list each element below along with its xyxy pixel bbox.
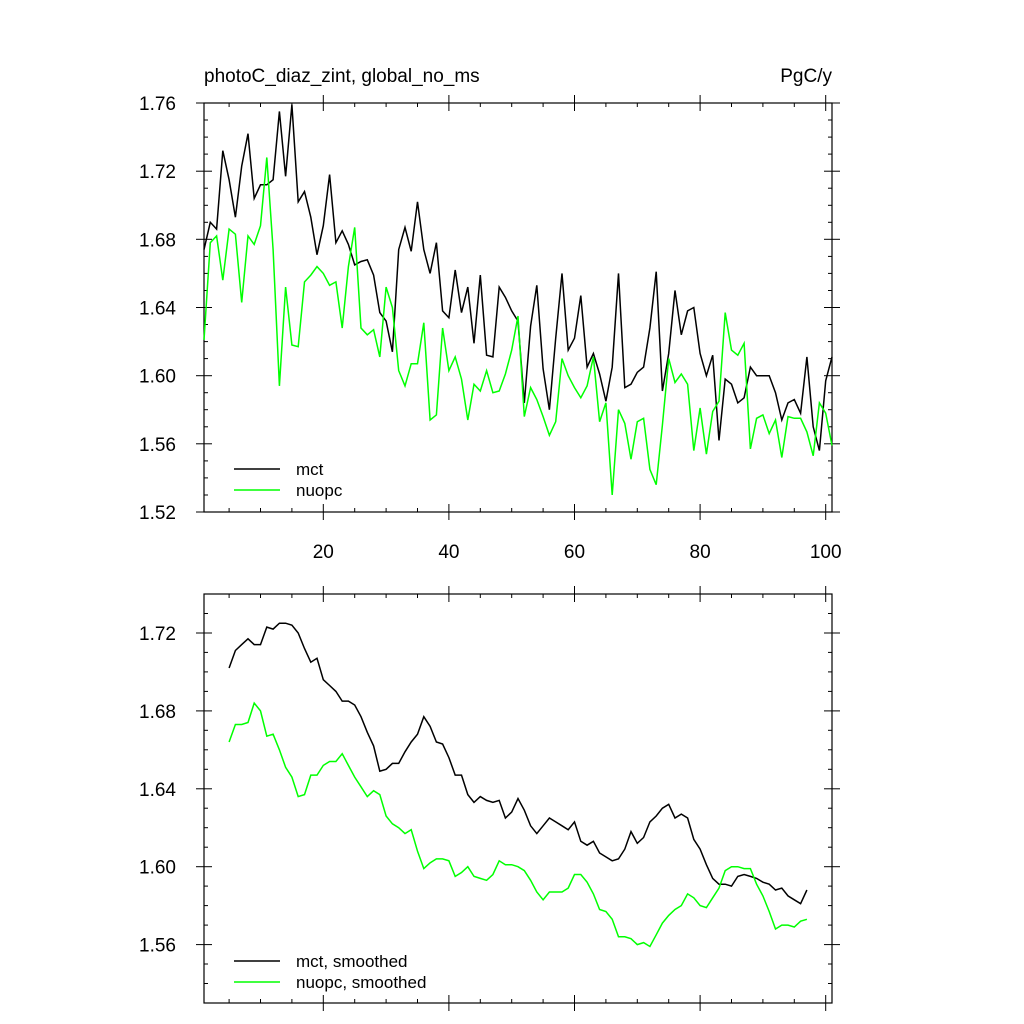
x-tick-label: 60 <box>564 542 585 563</box>
top-panel-series <box>203 104 833 496</box>
bottom-panel-series <box>228 622 808 948</box>
bottom-panel: 1.56 1.60 1.64 1.68 1.72 mct, smoothed nuopc… <box>139 586 840 1011</box>
series-line-mct <box>203 104 833 451</box>
top-panel-legend: mct nuopc <box>234 460 343 500</box>
y-tick-label: 1.72 <box>139 162 176 183</box>
y-tick-label: 1.52 <box>139 503 176 524</box>
top-panel-title: photoC_diaz_zint, global_no_ms <box>204 66 480 87</box>
top-plot-frame <box>203 102 833 513</box>
x-tick-label: 100 <box>810 542 842 563</box>
bottom-plot-frame <box>203 593 833 1004</box>
x-tick-label: 20 <box>313 542 334 563</box>
series-line-nuopc-smoothed <box>228 701 808 948</box>
bottom-panel-legend: mct, smoothed nuopc, smoothed <box>234 952 426 992</box>
series-line-nuopc <box>203 157 833 496</box>
y-tick-label: 1.60 <box>139 367 176 388</box>
y-tick-label: 1.72 <box>139 624 176 645</box>
top-panel-units: PgC/y <box>780 66 832 87</box>
top-panel: photoC_diaz_zint, global_no_ms PgC/y 20 4… <box>139 66 842 563</box>
y-tick-label: 1.76 <box>139 94 176 115</box>
y-tick-label: 1.68 <box>139 702 176 723</box>
legend-label-nuopc-smoothed: nuopc, smoothed <box>296 973 426 992</box>
x-tick-label: 40 <box>438 542 459 563</box>
y-tick-label: 1.60 <box>139 858 176 879</box>
top-panel-ticks: 20 40 60 80 100 1.52 1.56 1.60 1.64 1.68 1.72 1.76 <box>139 94 842 563</box>
y-tick-label: 1.68 <box>139 230 176 251</box>
legend-label-mct-smoothed: mct, smoothed <box>296 952 408 971</box>
y-tick-label: 1.64 <box>139 299 176 320</box>
y-tick-label: 1.56 <box>139 936 176 957</box>
legend-label-mct: mct <box>296 460 324 479</box>
legend-label-nuopc: nuopc <box>296 481 343 500</box>
y-tick-label: 1.56 <box>139 435 176 456</box>
x-tick-label: 80 <box>690 542 711 563</box>
y-tick-label: 1.64 <box>139 780 176 801</box>
bottom-panel-ticks: 1.56 1.60 1.64 1.68 1.72 <box>139 586 840 1011</box>
series-line-mct-smoothed <box>228 622 808 905</box>
